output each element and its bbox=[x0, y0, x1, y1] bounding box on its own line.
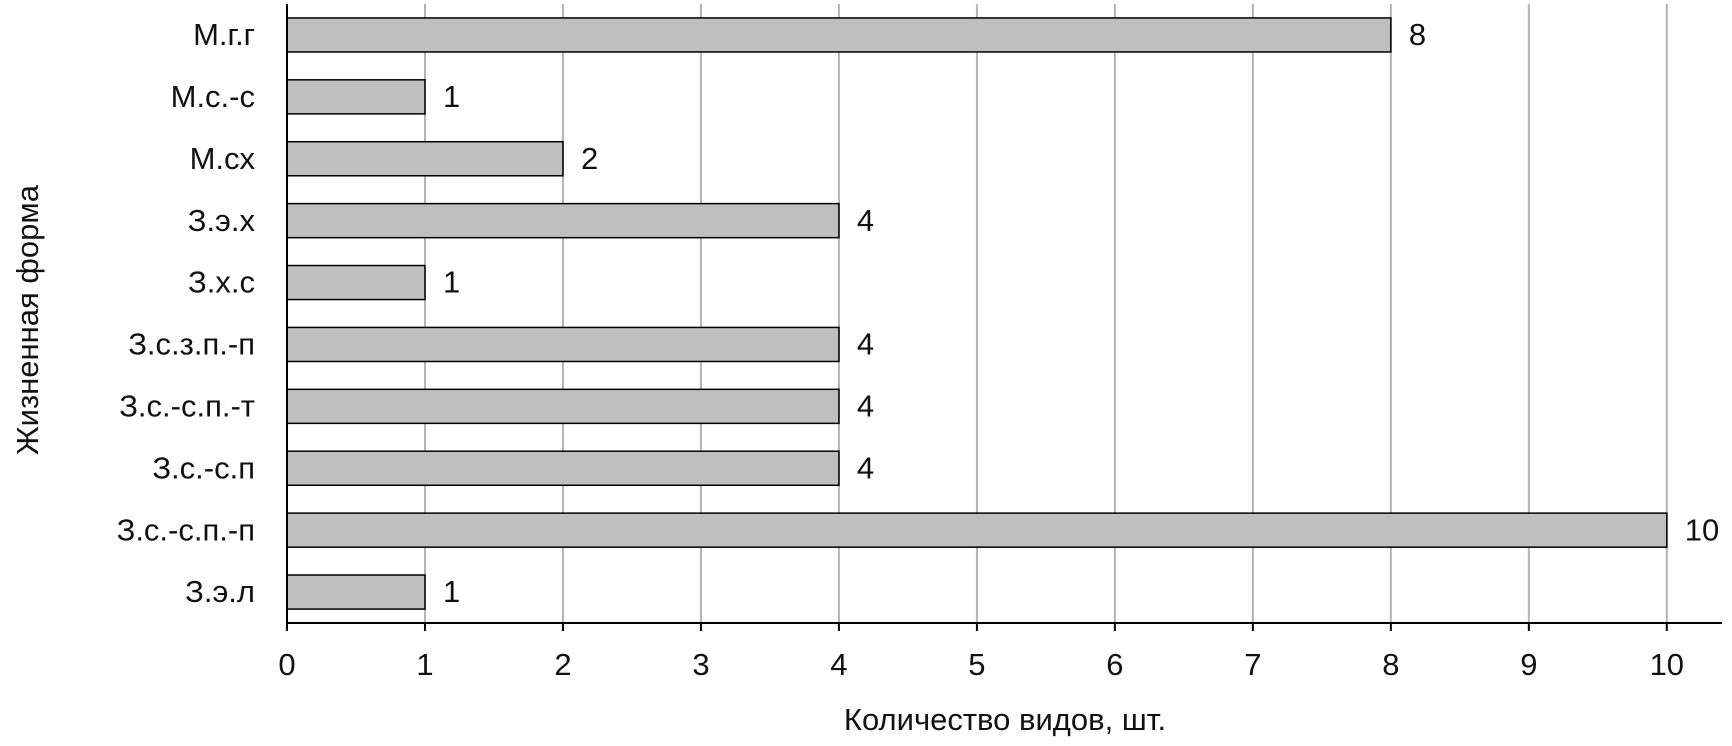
bar bbox=[286, 79, 426, 115]
value-label: 4 bbox=[857, 450, 874, 485]
value-label: 1 bbox=[443, 79, 460, 114]
bar bbox=[286, 450, 840, 487]
x-tick-label: 5 bbox=[968, 647, 985, 682]
y-tick-label: М.сх bbox=[190, 141, 256, 176]
x-tick-label: 1 bbox=[416, 647, 433, 682]
x-tick-label: 4 bbox=[830, 647, 847, 682]
x-tick-label: 10 bbox=[1650, 647, 1684, 682]
value-label: 2 bbox=[581, 141, 598, 176]
value-label: 8 bbox=[1409, 17, 1426, 52]
x-tick-label: 6 bbox=[1106, 647, 1123, 682]
y-axis-label: Жизненная форма bbox=[10, 184, 45, 455]
y-tick-label: З.х.с bbox=[188, 265, 255, 300]
value-label: 4 bbox=[857, 203, 874, 238]
x-tick-label: 2 bbox=[554, 647, 571, 682]
bar bbox=[286, 140, 564, 177]
y-tick-label: З.э.х bbox=[188, 203, 256, 238]
value-label: 10 bbox=[1685, 512, 1719, 547]
y-tick-label: З.с.з.п.-п bbox=[128, 327, 255, 362]
y-tick-label: З.с.-с.п bbox=[152, 450, 255, 485]
value-label: 4 bbox=[857, 389, 874, 424]
x-axis-label: Количество видов, шт. bbox=[844, 702, 1166, 737]
y-tick-label: М.с.-с bbox=[171, 79, 255, 114]
bar bbox=[286, 17, 1392, 53]
bar bbox=[286, 512, 1668, 548]
bar bbox=[286, 264, 426, 301]
x-tick-label: 0 bbox=[278, 647, 295, 682]
y-tick-label: М.г.г bbox=[193, 17, 255, 52]
y-tick-label: З.с.-с.п.-п bbox=[117, 512, 255, 547]
x-tick-label: 3 bbox=[692, 647, 709, 682]
y-tick-label: З.с.-с.п.-т bbox=[119, 389, 255, 424]
bar bbox=[286, 202, 840, 239]
x-tick-label: 9 bbox=[1520, 647, 1537, 682]
x-tick-label: 8 bbox=[1382, 647, 1399, 682]
bar bbox=[286, 388, 840, 425]
bar bbox=[286, 574, 426, 610]
value-label: 4 bbox=[857, 327, 874, 362]
value-label: 1 bbox=[443, 574, 460, 609]
y-tick-label: З.э.л bbox=[185, 574, 255, 609]
bar bbox=[286, 326, 840, 363]
value-label: 1 bbox=[443, 265, 460, 300]
x-tick-label: 7 bbox=[1244, 647, 1261, 682]
